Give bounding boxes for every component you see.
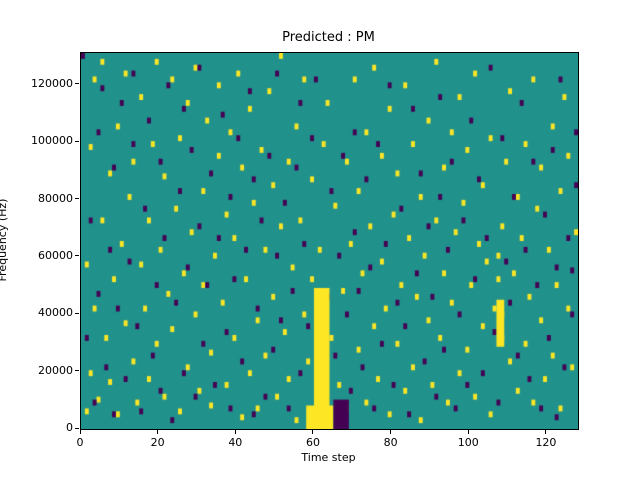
y-tick-mark	[75, 198, 79, 199]
x-axis-label: Time step	[301, 451, 356, 464]
x-tick-mark	[467, 430, 469, 434]
y-tick-label: 40000	[38, 306, 73, 320]
x-tick-mark	[545, 430, 547, 434]
y-tick-label: 80000	[38, 191, 73, 205]
x-tick-label: 60	[305, 436, 320, 449]
x-tick-label: 0	[76, 436, 84, 449]
x-tick-label: 120	[535, 436, 557, 449]
y-tick-mark	[75, 312, 79, 314]
y-tick-mark	[75, 83, 79, 85]
heatmap-canvas	[81, 53, 578, 429]
y-tick-mark	[75, 370, 79, 372]
x-tick-label: 80	[383, 436, 398, 449]
x-tick-mark	[157, 430, 159, 434]
x-tick-label: 40	[228, 436, 243, 449]
y-tick-mark	[75, 427, 79, 429]
y-tick-label: 100000	[31, 134, 73, 148]
y-tick-mark	[75, 255, 79, 257]
y-tick-label: 0	[66, 421, 73, 434]
y-tick-label: 20000	[38, 363, 73, 377]
x-tick-label: 100	[457, 436, 479, 449]
x-tick-label: 20	[150, 436, 165, 449]
y-tick-mark	[75, 140, 79, 142]
chart-title: Predicted : PM	[282, 30, 375, 45]
plot-area	[80, 52, 579, 430]
x-tick-mark	[79, 430, 81, 434]
y-tick-label: 120000	[31, 76, 73, 90]
x-tick-mark	[312, 430, 314, 434]
x-tick-mark	[234, 430, 236, 434]
y-tick-label: 60000	[38, 248, 73, 262]
y-axis-label: Frequency (Hz)	[0, 198, 9, 282]
x-tick-mark	[390, 430, 392, 434]
